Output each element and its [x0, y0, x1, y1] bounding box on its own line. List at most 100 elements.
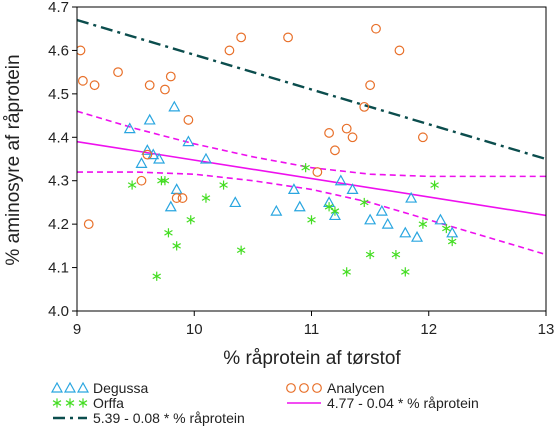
star-point — [164, 228, 173, 238]
star-point — [160, 176, 170, 186]
star-point — [236, 245, 246, 255]
triangle-point — [446, 226, 459, 238]
legend-label: 5.39 - 0.08 * % råprotein — [93, 410, 245, 426]
circle-point — [142, 149, 153, 160]
circle-point — [371, 23, 381, 34]
circle-point — [144, 80, 155, 91]
y-tick-label: 4.2 — [48, 216, 69, 233]
y-tick-label: 4.6 — [48, 42, 69, 59]
star-point — [157, 176, 166, 186]
circle-point — [83, 219, 94, 230]
triangle-point — [199, 152, 212, 164]
star-point — [447, 236, 457, 247]
star-point — [418, 219, 428, 229]
star-point — [342, 267, 351, 277]
star-point — [152, 271, 162, 281]
triangle-point — [381, 217, 394, 229]
legend-circle-icon — [286, 383, 296, 393]
circle-point — [341, 123, 352, 134]
circle-point — [136, 175, 147, 186]
triangle-point — [270, 204, 283, 216]
triangle-point — [405, 191, 418, 203]
triangle-point — [153, 152, 166, 164]
circle-point — [365, 80, 376, 91]
x-tick-label: 9 — [73, 321, 81, 338]
legend-triangle-icon — [63, 381, 77, 393]
star-point — [391, 249, 401, 260]
legend-circle-icon — [312, 383, 322, 393]
plot-area — [77, 18, 546, 281]
star-point — [401, 267, 410, 277]
circle-point — [236, 32, 247, 43]
circle-point — [183, 115, 194, 125]
triangle-point — [164, 200, 177, 212]
triangle-point — [229, 196, 242, 208]
star-point — [127, 180, 137, 190]
circle-point — [283, 32, 293, 43]
confidence-band-line — [77, 110, 546, 178]
regression-line — [77, 140, 546, 217]
triangle-point — [143, 113, 156, 125]
circle-point — [171, 193, 182, 203]
axes: 9 10 11 12 13 4.0 4.1 4.2 4.3 4.4 4.5 4.6 4.7 — [48, 0, 554, 338]
y-axis-title: % aminosyre af råprotein — [3, 54, 24, 265]
circle-point — [160, 84, 170, 95]
star-point — [301, 163, 310, 173]
star-point — [442, 223, 451, 234]
triangle-point — [334, 174, 347, 186]
circle-point — [312, 167, 323, 177]
y-tick-label: 4.3 — [48, 173, 69, 190]
triangle-point — [399, 226, 412, 238]
triangle-point — [170, 183, 183, 194]
star-point — [201, 193, 211, 203]
y-tick-label: 4.0 — [48, 303, 69, 320]
triangle-point — [123, 122, 136, 134]
triangle-point — [182, 135, 195, 147]
circle-point — [77, 75, 88, 86]
legend-triangle-icon — [50, 381, 64, 393]
circle-point — [359, 101, 370, 112]
legend-label: Orffa — [93, 395, 124, 411]
circle-point — [224, 45, 235, 56]
triangle-point — [135, 157, 148, 168]
legend: Degussa Analycen Orffa 4.77 - 0.04 * % råpr… — [50, 380, 479, 426]
star-point — [365, 249, 375, 260]
confidence-band-line — [77, 171, 546, 256]
circle-point — [330, 145, 340, 156]
triangle-point — [168, 100, 181, 112]
star-point — [330, 206, 340, 216]
star-point — [307, 215, 316, 225]
legend-star-icon — [65, 398, 75, 408]
legend-label: Analycen — [327, 380, 385, 396]
x-tick-label: 13 — [538, 321, 555, 338]
triangle-point — [375, 204, 388, 216]
legend-circle-icon — [299, 383, 309, 393]
star-point — [430, 180, 439, 190]
circle-point — [113, 67, 123, 78]
star-point — [359, 197, 369, 208]
regression-line — [77, 18, 546, 161]
triangle-point — [141, 144, 154, 155]
triangle-point — [364, 213, 377, 225]
legend-star-icon — [78, 398, 88, 408]
y-tick-label: 4.7 — [48, 0, 69, 16]
triangle-point — [328, 209, 341, 221]
circle-point — [77, 45, 86, 56]
triangle-point — [411, 230, 424, 242]
circle-point — [89, 80, 100, 91]
star-point — [219, 180, 228, 190]
circle-point — [165, 71, 176, 82]
circle-point — [324, 128, 334, 138]
star-point — [172, 241, 181, 251]
y-tick-label: 4.1 — [48, 260, 69, 277]
circle-point — [394, 45, 405, 56]
star-point — [324, 202, 334, 212]
legend-label: 4.77 - 0.04 * % råprotein — [327, 395, 479, 411]
x-tick-label: 11 — [304, 321, 320, 338]
triangle-point — [147, 148, 160, 160]
triangle-point — [434, 213, 447, 225]
circle-point — [417, 132, 428, 143]
circle-point — [177, 193, 188, 203]
triangle-point — [287, 183, 300, 194]
